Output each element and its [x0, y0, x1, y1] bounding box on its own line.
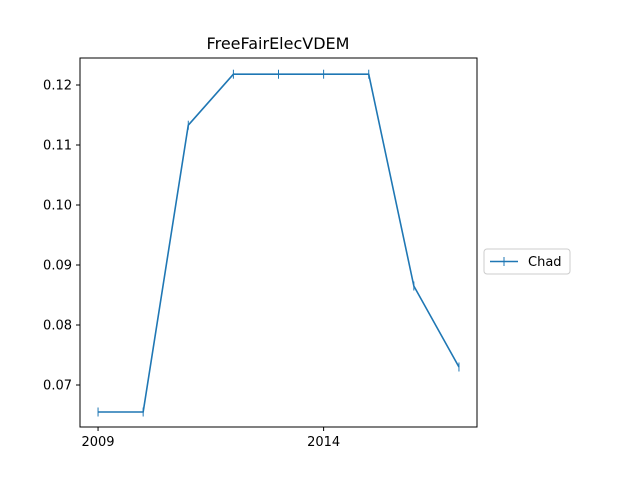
- x-tick-label: 2014: [307, 435, 340, 450]
- x-tick-label: 2009: [81, 435, 114, 450]
- series-line-chad: [98, 73, 460, 413]
- series-layer: [97, 69, 460, 417]
- y-axis: 0.07 0.08 0.09 0.10 0.11 0.12: [43, 79, 80, 394]
- legend-box: [483, 248, 571, 275]
- chart-title: FreeFairElecVDEM: [207, 34, 350, 53]
- y-tick-label: 0.07: [43, 379, 72, 394]
- y-tick-label: 0.08: [43, 319, 72, 334]
- plot-area: [79, 57, 478, 428]
- legend-label-chad: Chad: [528, 255, 562, 270]
- legend[interactable]: Chad: [483, 248, 571, 275]
- y-tick-label: 0.09: [43, 259, 72, 274]
- x-axis: 2009 2014: [81, 427, 340, 450]
- y-tick-label: 0.11: [43, 139, 72, 154]
- y-tick-label: 0.10: [43, 199, 72, 214]
- y-tick-label: 0.12: [43, 79, 72, 94]
